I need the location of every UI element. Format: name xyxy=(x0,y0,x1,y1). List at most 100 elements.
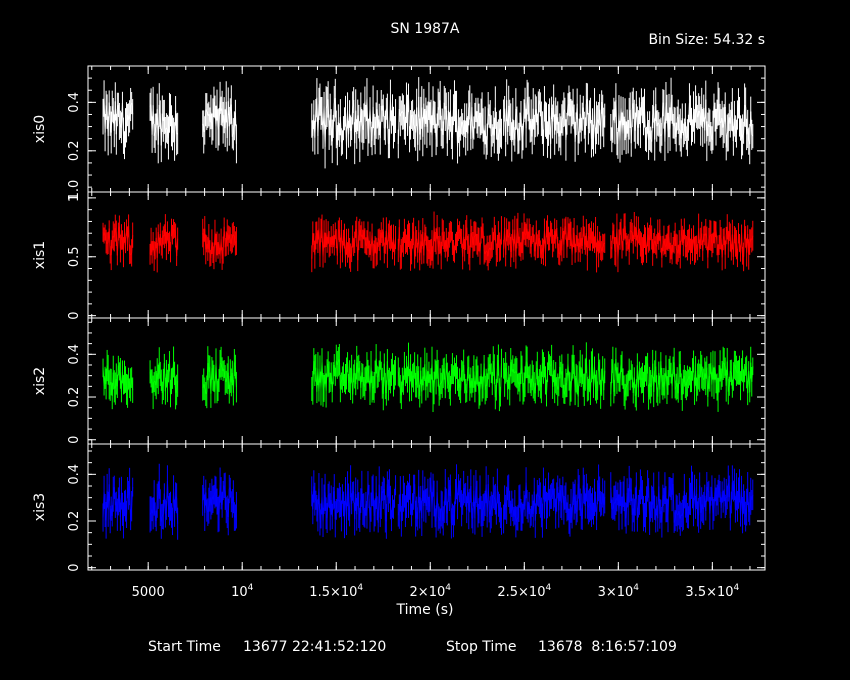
data-step xyxy=(686,127,689,138)
data-step xyxy=(567,364,570,382)
data-step xyxy=(519,496,522,515)
data-step xyxy=(232,496,235,517)
data-step xyxy=(204,228,207,250)
data-step xyxy=(399,112,402,117)
data-step xyxy=(562,109,565,119)
data-step xyxy=(338,499,341,503)
data-step xyxy=(476,370,479,376)
data-step xyxy=(114,228,117,234)
data-step xyxy=(131,235,134,253)
data-step xyxy=(312,233,315,243)
data-step xyxy=(106,365,109,370)
data-step xyxy=(599,494,602,504)
data-step xyxy=(421,376,424,392)
data-step xyxy=(223,226,226,248)
chart-title: SN 1987A xyxy=(390,21,459,37)
data-step xyxy=(550,495,552,498)
data-step xyxy=(475,109,478,123)
data-step xyxy=(551,233,554,244)
data-step xyxy=(219,485,222,494)
data-step xyxy=(647,363,650,398)
data-step xyxy=(152,241,155,257)
data-step xyxy=(332,103,335,127)
data-step xyxy=(664,102,667,142)
data-step xyxy=(355,362,358,385)
y-tick-label: 0.4 xyxy=(67,92,82,113)
data-step xyxy=(339,117,342,143)
data-step xyxy=(685,380,688,386)
data-step xyxy=(460,370,463,391)
data-step xyxy=(481,227,484,232)
data-step xyxy=(449,110,452,133)
data-step xyxy=(104,105,107,133)
data-step xyxy=(366,482,369,515)
data-step xyxy=(372,386,375,389)
data-step xyxy=(164,127,167,133)
data-step xyxy=(531,375,534,382)
data-step xyxy=(526,97,529,102)
data-step xyxy=(161,514,164,517)
data-step xyxy=(445,363,448,376)
data-step xyxy=(340,493,343,516)
data-step xyxy=(175,496,178,499)
data-step xyxy=(724,496,727,507)
data-step xyxy=(351,491,354,504)
data-step xyxy=(210,368,213,394)
data-step xyxy=(234,112,237,144)
data-step xyxy=(596,492,599,520)
data-step xyxy=(538,100,541,105)
data-step xyxy=(679,364,682,387)
panel-xis0: 0.2 0.4 1.0 xis0 xyxy=(32,65,766,200)
data-step xyxy=(325,106,328,109)
data-step xyxy=(711,488,714,514)
data-step xyxy=(118,371,121,374)
data-step xyxy=(570,367,573,392)
data-step xyxy=(711,242,714,246)
data-step xyxy=(351,107,354,129)
data-step xyxy=(610,487,613,510)
data-step xyxy=(701,504,704,510)
data-step xyxy=(718,486,721,492)
data-step xyxy=(394,485,397,499)
data-step xyxy=(342,118,345,129)
data-step xyxy=(409,236,412,256)
data-step xyxy=(105,365,108,384)
data-step xyxy=(429,251,432,255)
data-step xyxy=(582,485,585,490)
data-step xyxy=(399,253,402,258)
data-step xyxy=(442,234,445,242)
data-step xyxy=(124,503,126,506)
data-step xyxy=(528,229,531,239)
data-step xyxy=(154,126,157,134)
data-step xyxy=(341,128,344,143)
data-step xyxy=(230,104,233,137)
data-step xyxy=(619,492,622,498)
data-step xyxy=(225,509,228,513)
data-step xyxy=(428,249,431,255)
data-step xyxy=(130,506,133,520)
data-step xyxy=(359,229,362,237)
data-step xyxy=(693,233,696,251)
data-step xyxy=(234,240,237,244)
data-step xyxy=(479,116,482,126)
data-step xyxy=(319,99,322,114)
data-step xyxy=(352,236,355,248)
data-step xyxy=(641,492,644,514)
data-step xyxy=(689,110,692,127)
data-step xyxy=(724,106,727,148)
data-step xyxy=(506,229,509,238)
data-step xyxy=(477,510,480,516)
data-step xyxy=(436,226,439,251)
data-step xyxy=(589,366,592,394)
data-step xyxy=(706,124,709,142)
data-step xyxy=(364,378,367,384)
x-tick-label: 5000 xyxy=(132,585,165,600)
data-step xyxy=(747,488,750,513)
data-step xyxy=(444,487,447,506)
data-step xyxy=(698,228,701,249)
data-step xyxy=(585,357,588,390)
data-step xyxy=(476,241,479,245)
data-step xyxy=(732,364,735,377)
data-step xyxy=(663,240,666,247)
data-step xyxy=(128,378,131,389)
